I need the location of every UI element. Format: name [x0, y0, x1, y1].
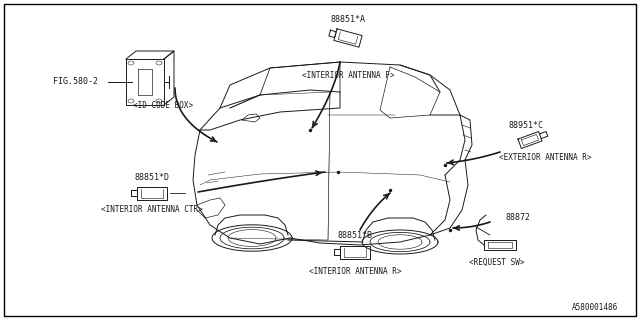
- Text: 88851*D: 88851*D: [134, 173, 170, 182]
- Text: <INTERIOR ANTENNA F>: <INTERIOR ANTENNA F>: [301, 70, 394, 79]
- Text: <INTERIOR ANTENNA CTR>: <INTERIOR ANTENNA CTR>: [101, 205, 203, 214]
- Text: FIG.580-2: FIG.580-2: [52, 77, 97, 86]
- Text: 88951*C: 88951*C: [509, 121, 543, 130]
- Text: <EXTERIOR ANTENNA R>: <EXTERIOR ANTENNA R>: [499, 154, 591, 163]
- Text: A580001486: A580001486: [572, 303, 618, 313]
- Text: <INTERIOR ANTENNA R>: <INTERIOR ANTENNA R>: [308, 268, 401, 276]
- Text: 88872: 88872: [505, 213, 530, 222]
- Text: <ID CODE BOX>: <ID CODE BOX>: [133, 100, 193, 109]
- Text: <REQUEST SW>: <REQUEST SW>: [469, 258, 525, 267]
- Text: 88851*A: 88851*A: [330, 15, 365, 25]
- Text: 88851*B: 88851*B: [337, 231, 372, 241]
